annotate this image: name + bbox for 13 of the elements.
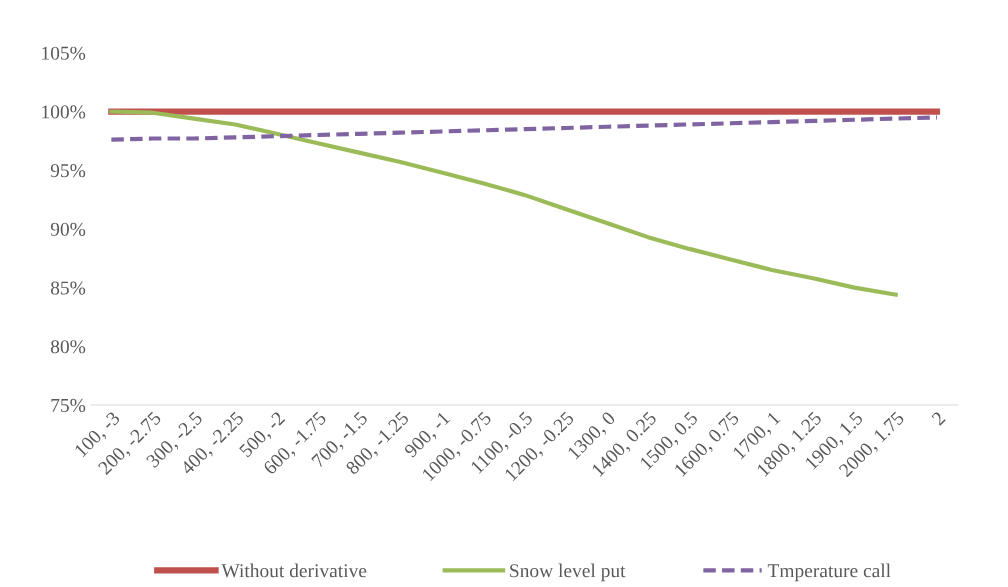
y-tick-label: 105%	[42, 46, 86, 60]
y-tick-label: 80%	[50, 340, 86, 354]
line-series	[109, 109, 898, 297]
line-series	[109, 115, 940, 142]
y-tick-label: 100%	[42, 105, 86, 119]
y-tick-label: 85%	[50, 281, 86, 295]
y-tick-label: 95%	[50, 164, 86, 178]
legend-label: Without derivative	[221, 563, 367, 578]
y-tick-label: 75%	[51, 398, 86, 413]
legend-label: Tmperature call	[767, 563, 891, 582]
x-tick-label: 2	[931, 411, 946, 426]
legend-label: Snow level put	[510, 563, 626, 582]
y-tick-label: 90%	[50, 222, 86, 236]
